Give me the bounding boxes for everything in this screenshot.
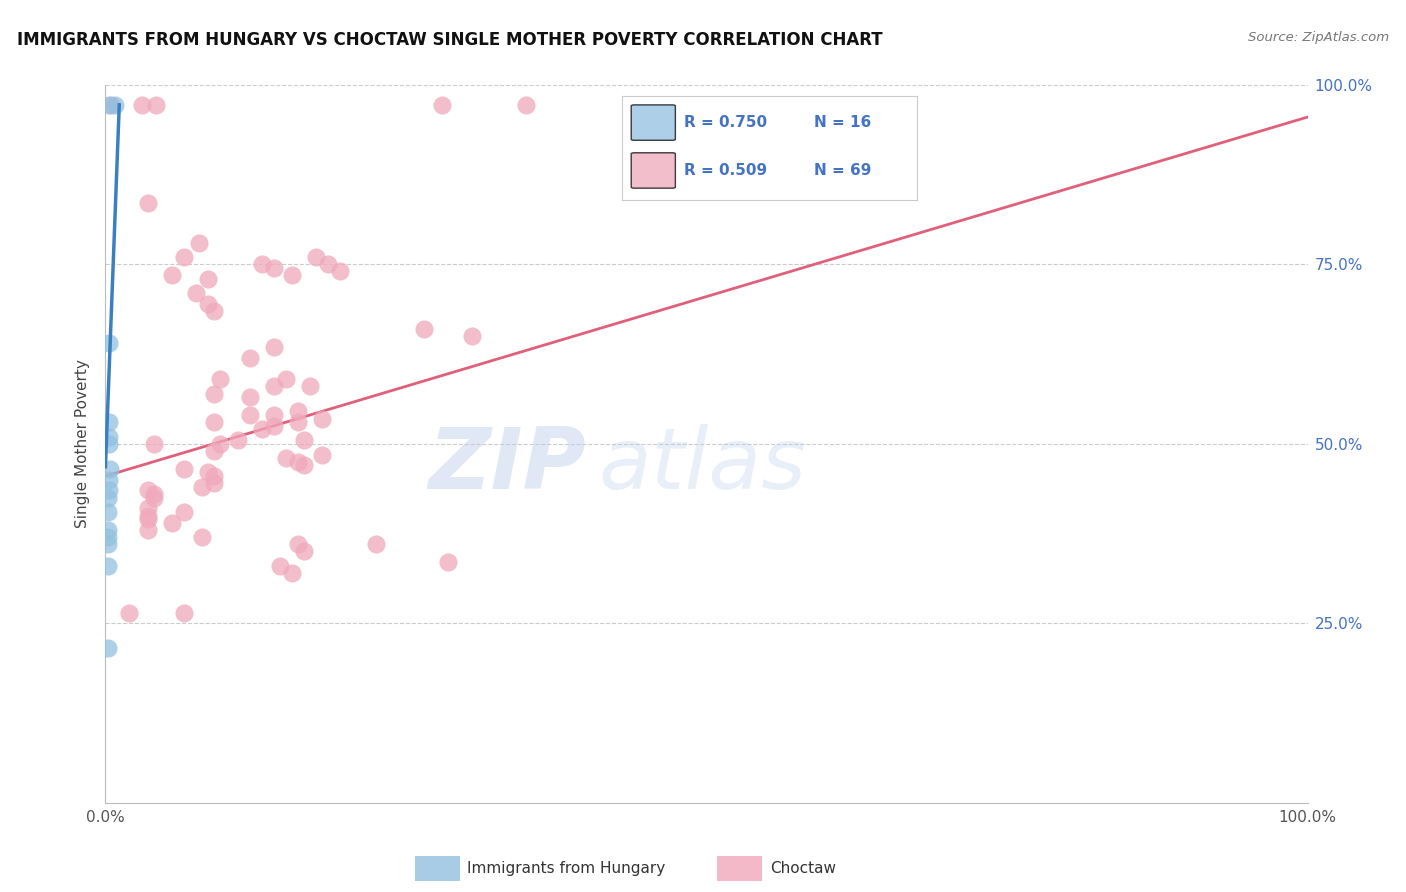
Point (98, 415, 121, 429)
Point (269, 558, 291, 573)
FancyBboxPatch shape (631, 105, 675, 140)
Point (413, 322, 436, 336)
Point (287, 455, 309, 469)
Point (98, 336, 121, 351)
Point (208, 372, 231, 386)
Point (188, 235, 211, 250)
Point (292, 458, 315, 473)
Point (263, 260, 285, 275)
Point (97, 558, 120, 573)
Text: Source: ZipAtlas.com: Source: ZipAtlas.com (1249, 31, 1389, 45)
Point (136, 523, 159, 537)
Point (239, 351, 262, 365)
Point (118, 606, 141, 620)
Point (202, 469, 225, 483)
Text: Choctaw: Choctaw (770, 862, 837, 876)
Point (142, 491, 165, 505)
Point (311, 411, 333, 425)
Point (202, 304, 225, 318)
Text: N = 16: N = 16 (814, 115, 872, 130)
Text: atlas: atlas (599, 424, 806, 507)
Text: Immigrants from Hungary: Immigrants from Hungary (467, 862, 665, 876)
Point (281, 566, 304, 580)
Point (329, 264, 352, 278)
Point (202, 476, 225, 491)
Point (98, 429, 121, 443)
Point (437, 555, 460, 569)
Point (98, 462, 121, 476)
Point (98, 483, 121, 498)
Point (142, 437, 165, 451)
Point (142, 487, 165, 501)
Point (197, 297, 219, 311)
Point (160, 516, 183, 530)
Point (208, 437, 231, 451)
Point (292, 433, 315, 447)
Point (239, 408, 262, 422)
Point (136, 508, 159, 523)
Point (287, 537, 309, 551)
Point (97, 641, 120, 656)
Point (173, 250, 195, 264)
Point (98, 473, 121, 487)
Point (97, 505, 120, 519)
Point (226, 433, 249, 447)
Point (104, 98, 127, 112)
Point (160, 268, 183, 282)
Point (97, 537, 120, 551)
Point (131, 98, 153, 112)
Point (136, 483, 159, 498)
Point (298, 379, 321, 393)
Text: IMMIGRANTS FROM HUNGARY VS CHOCTAW SINGLE MOTHER POVERTY CORRELATION CHART: IMMIGRANTS FROM HUNGARY VS CHOCTAW SINGL… (17, 31, 883, 49)
Text: N = 69: N = 69 (814, 163, 872, 178)
Point (274, 372, 297, 386)
Point (287, 415, 309, 429)
Point (250, 257, 273, 271)
Point (98, 437, 121, 451)
Point (202, 415, 225, 429)
Point (263, 379, 285, 393)
Point (311, 448, 333, 462)
Point (292, 544, 315, 558)
Point (316, 257, 339, 271)
Point (136, 196, 159, 211)
Point (136, 512, 159, 526)
Point (173, 606, 195, 620)
Point (173, 462, 195, 476)
Point (197, 466, 219, 480)
Point (184, 285, 207, 300)
Point (263, 408, 285, 422)
Text: R = 0.750: R = 0.750 (685, 115, 768, 130)
Text: ZIP: ZIP (429, 424, 586, 507)
FancyBboxPatch shape (631, 153, 675, 188)
Y-axis label: Single Mother Poverty: Single Mother Poverty (75, 359, 90, 528)
Point (97, 523, 120, 537)
Point (274, 451, 297, 466)
Point (364, 537, 387, 551)
Point (305, 250, 328, 264)
Point (98, 98, 121, 112)
Point (197, 271, 219, 285)
Point (145, 98, 167, 112)
Text: R = 0.509: R = 0.509 (685, 163, 768, 178)
Point (263, 418, 285, 433)
Point (202, 386, 225, 401)
Point (239, 390, 262, 404)
Point (97, 530, 120, 544)
Point (250, 422, 273, 436)
Point (263, 340, 285, 354)
Point (190, 530, 212, 544)
Point (173, 505, 195, 519)
Point (100, 98, 122, 112)
Point (136, 501, 159, 516)
Point (430, 98, 453, 112)
Point (287, 404, 309, 418)
Point (202, 444, 225, 458)
Point (97, 491, 120, 505)
Point (515, 98, 537, 112)
Point (461, 329, 484, 343)
Point (281, 268, 304, 282)
Point (190, 480, 212, 494)
